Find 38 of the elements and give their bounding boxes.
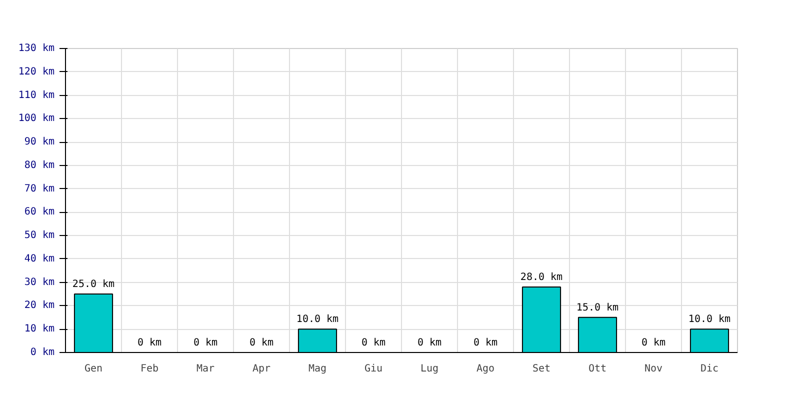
y-tick-label: 120 km xyxy=(18,66,54,78)
y-tick-label: 90 km xyxy=(24,136,55,148)
y-tick-label: 10 km xyxy=(24,324,55,335)
y-tick-label: 130 km xyxy=(18,43,54,54)
y-tick-label: 20 km xyxy=(24,300,55,312)
x-tick-label: Ago xyxy=(476,364,495,374)
x-tick-label: Feb xyxy=(140,364,159,374)
data-label: 0 km xyxy=(417,338,442,348)
y-tick-label: 30 km xyxy=(24,276,55,288)
x-tick-label: Apr xyxy=(252,364,271,374)
data-label: 0 km xyxy=(137,338,162,348)
y-tick-label: 60 km xyxy=(24,206,55,218)
x-tick-label: Lug xyxy=(420,364,439,374)
data-label: 10.0 km xyxy=(688,314,731,326)
x-tick-label: Set xyxy=(532,364,551,374)
x-tick-label: Nov xyxy=(644,364,663,374)
y-tick-label: 100 km xyxy=(18,113,54,124)
y-tick-label: 110 km xyxy=(18,90,54,101)
data-label: 25.0 km xyxy=(72,279,115,290)
data-label: 15.0 km xyxy=(576,302,619,314)
y-tick-label: 70 km xyxy=(24,183,55,194)
data-label: 0 km xyxy=(361,338,386,348)
data-label: 0 km xyxy=(193,338,218,348)
x-tick-label: Dic xyxy=(700,364,719,374)
data-label: 10.0 km xyxy=(296,314,339,326)
y-tick-label: 50 km xyxy=(24,230,55,242)
data-label: 28.0 km xyxy=(520,272,563,284)
x-tick-label: Gen xyxy=(84,364,103,374)
y-tick-label: 80 km xyxy=(24,160,55,171)
data-label: 0 km xyxy=(641,338,666,348)
x-tick-label: Ott xyxy=(588,364,607,374)
data-label: 0 km xyxy=(249,338,274,348)
x-tick-label: Mag xyxy=(308,364,327,374)
x-tick-label: Mar xyxy=(196,364,215,374)
data-label: 0 km xyxy=(473,338,498,348)
y-tick-label: 40 km xyxy=(24,253,55,264)
y-tick-label: 0 km xyxy=(30,347,55,358)
x-tick-label: Giu xyxy=(364,364,383,374)
